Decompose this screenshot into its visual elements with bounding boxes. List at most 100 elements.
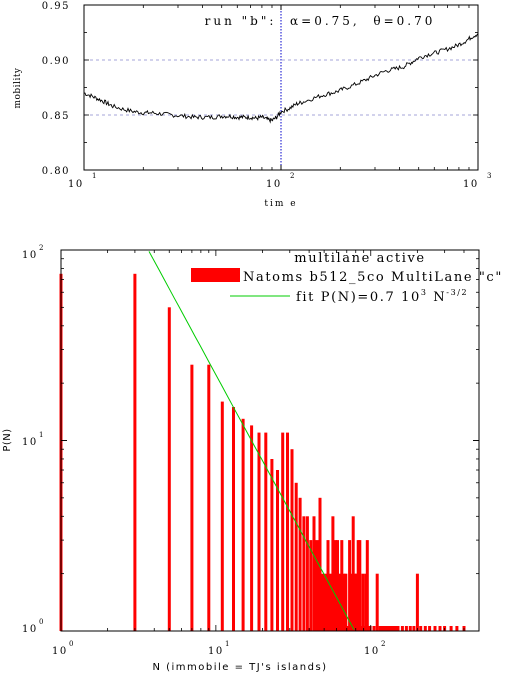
histogram-bar (281, 432, 285, 631)
mobility-series (83, 33, 479, 124)
y-tick-label: 0.80 (42, 166, 70, 177)
histogram-bar (349, 573, 353, 631)
histogram-bar (351, 516, 355, 631)
fit-line (148, 251, 355, 630)
mobility-grid (84, 5, 478, 170)
histogram-bar (423, 626, 427, 631)
histogram-bar (220, 401, 224, 631)
histogram-bar (433, 626, 437, 631)
svg-text:10: 10 (208, 646, 224, 657)
histogram-bar (389, 626, 393, 631)
mobility-chart: 0.95 0.90 0.85 0.80 10 1 10 2 10 3 tim e… (13, 1, 493, 209)
histogram-bar (257, 432, 261, 631)
y-axis-label: P(N) (2, 428, 13, 451)
histogram-bar (326, 540, 330, 631)
histogram-bar (241, 418, 245, 631)
histogram-bar (340, 540, 344, 631)
histogram-bar (449, 626, 453, 631)
histogram-bar (438, 626, 442, 631)
histogram-bar (361, 573, 365, 631)
svg-text:10: 10 (52, 646, 68, 657)
histogram-bar (386, 626, 390, 631)
histogram-bar (344, 573, 348, 631)
histogram-bar (346, 626, 350, 631)
histogram-bar (355, 573, 359, 631)
histogram-bar (342, 573, 346, 631)
svg-text:1: 1 (92, 172, 98, 180)
x-tick-label: 10 1 (208, 640, 231, 657)
svg-text:10: 10 (364, 646, 380, 657)
legend-label-bars: Natoms b512_5co MultiLane "c" (243, 270, 503, 285)
histogram-bar (331, 516, 335, 631)
histogram-bar (333, 540, 337, 631)
histogram-bar (312, 516, 316, 631)
histogram-legend: multilane active Natoms b512_5co MultiLa… (191, 251, 503, 305)
histogram-bar (365, 540, 369, 631)
histogram-bar (378, 626, 382, 631)
histogram-bar (250, 425, 254, 631)
histogram-bar (358, 540, 362, 631)
svg-text:1: 1 (39, 431, 45, 439)
histogram-bar (396, 626, 400, 631)
histogram-bar (428, 626, 432, 631)
histogram-bar (400, 626, 404, 631)
svg-text:3: 3 (487, 172, 493, 180)
histogram-bar (353, 573, 357, 631)
x-axis-label: N (immobile = TJ's islands) (152, 662, 327, 673)
histogram-bar (391, 626, 395, 631)
x-tick-label: 10 2 (266, 172, 296, 190)
svg-text:10: 10 (266, 179, 282, 190)
x-tick-label: 10 1 (68, 172, 98, 190)
fit-line-group (148, 251, 355, 630)
histogram-bar (372, 626, 376, 631)
histogram-bar (336, 540, 339, 631)
histogram-chart: 10 2 10 1 10 0 10 0 10 1 10 2 N (immobil… (2, 244, 503, 673)
histogram-bar (133, 273, 137, 631)
histogram-bar (368, 626, 372, 631)
histogram-ticks (60, 249, 480, 632)
mobility-ticks (83, 4, 479, 171)
histogram-bar (305, 516, 309, 631)
histogram-bar (167, 307, 171, 631)
histogram-bar (329, 573, 332, 631)
histogram-bar (408, 626, 412, 631)
histogram-bar (294, 482, 298, 631)
legend-label-fit: fit P(N)=0.7 103 N-3/2 (296, 288, 468, 305)
histogram-bar (381, 626, 385, 631)
histogram-bar (455, 626, 459, 631)
svg-text:2: 2 (290, 172, 296, 180)
x-tick-label: 10 0 (52, 640, 73, 657)
histogram-bar (302, 516, 306, 631)
histogram-bar (298, 497, 302, 631)
svg-text:10: 10 (22, 250, 38, 261)
histogram-bar (309, 540, 313, 631)
histogram-bar (232, 407, 235, 631)
x-tick-label: 10 3 (463, 172, 493, 190)
run-annotation: run "b": α=0.75, θ=0.70 (205, 14, 436, 28)
y-tick-label: 10 2 (22, 244, 45, 261)
y-tick-label: 10 1 (22, 431, 45, 448)
svg-text:2: 2 (39, 244, 45, 252)
histogram-bar (321, 573, 325, 631)
x-axis-label: tim e (264, 199, 297, 209)
histogram-bar (270, 459, 274, 631)
histogram-bar (404, 626, 408, 631)
y-tick-label: 10 0 (22, 618, 43, 635)
y-tick-label: 0.90 (42, 56, 70, 67)
histogram-bar (394, 626, 398, 631)
y-axis-label: mobility (13, 67, 23, 108)
legend-swatch-bars (191, 268, 240, 282)
histogram-bar (276, 470, 279, 631)
histogram-bar (286, 432, 289, 631)
x-tick-label: 10 2 (364, 640, 385, 657)
svg-text:1: 1 (225, 640, 231, 648)
histogram-bars (59, 273, 466, 631)
histogram-bar (415, 573, 419, 631)
histogram-bar (290, 449, 294, 631)
histogram-bar (318, 497, 322, 631)
histogram-bar (324, 573, 327, 631)
histogram-bar (190, 364, 194, 631)
chart-title: multilane active (294, 251, 425, 266)
mobility-line (83, 33, 479, 124)
